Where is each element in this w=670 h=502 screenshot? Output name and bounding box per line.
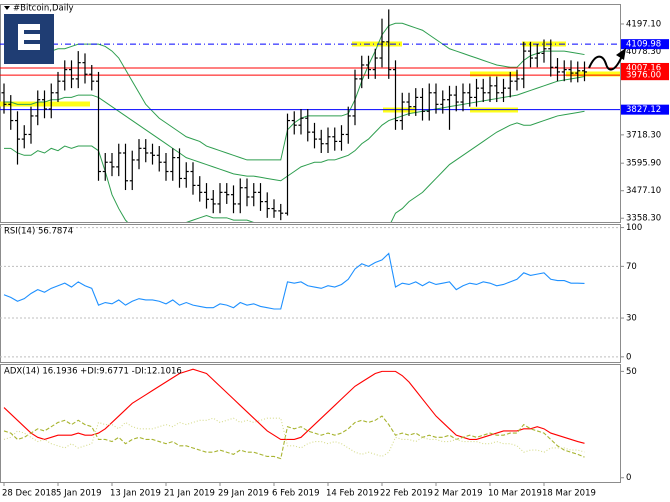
indicator-line bbox=[3, 368, 585, 444]
level-label: 4007.16 bbox=[626, 63, 661, 73]
x-tick-label: 10 Mar 2019 bbox=[488, 489, 542, 499]
level-label: 3827.12 bbox=[626, 105, 661, 115]
x-tick-label: 28 Dec 2018 bbox=[2, 489, 56, 499]
x-tick-label: 29 Jan 2019 bbox=[218, 489, 269, 499]
bollinger-band bbox=[4, 110, 585, 222]
level-label-box bbox=[621, 39, 669, 50]
y-tick-label: 0 bbox=[626, 473, 631, 483]
title-icon bbox=[4, 6, 10, 10]
adx-plot bbox=[3, 368, 585, 460]
x-tick-label: 2 Mar 2019 bbox=[434, 489, 482, 499]
arrow-path bbox=[588, 55, 623, 71]
logo-mark bbox=[18, 24, 40, 50]
indicator-line bbox=[3, 417, 585, 458]
x-tick-label: 18 Mar 2019 bbox=[542, 489, 596, 499]
adx-title: ADX(14) 16.1936 +DI:9.6771 -DI:12.1016 bbox=[4, 367, 182, 377]
y-tick-label: 3595.90 bbox=[626, 159, 661, 169]
level-label: 4109.98 bbox=[626, 40, 661, 50]
forecast-arrow bbox=[588, 48, 626, 71]
axes: 4197.10 4078.30 3718.30 3595.90 3477.10 3358.… bbox=[2, 19, 669, 499]
y-tick-label: 4197.10 bbox=[626, 19, 661, 29]
price-panel-frame bbox=[0, 4, 621, 223]
y-tick-label: 3358.30 bbox=[626, 214, 661, 224]
price-plot bbox=[0, 9, 620, 222]
y-tick-label: 100 bbox=[626, 223, 642, 233]
level-label: 3976.00 bbox=[626, 71, 661, 81]
y-tick-label: 4078.30 bbox=[626, 47, 661, 57]
rsi-title: RSI(14) 56.7874 bbox=[4, 227, 73, 237]
level-label-box bbox=[621, 104, 669, 115]
rsi-panel-frame bbox=[0, 224, 621, 363]
y-tick-label: 0 bbox=[626, 352, 631, 362]
y-tick-label: 50 bbox=[626, 367, 637, 377]
logo bbox=[4, 14, 54, 64]
indicator-line bbox=[3, 415, 585, 460]
x-tick-label: 22 Feb 2019 bbox=[380, 489, 433, 499]
chart-title: #Bitcoin,Daily bbox=[13, 4, 73, 14]
x-tick-label: 6 Feb 2019 bbox=[272, 489, 320, 499]
rsi-plot bbox=[0, 227, 620, 358]
indicator-line bbox=[3, 252, 585, 310]
level-label-box bbox=[621, 70, 669, 81]
x-tick-label: 13 Jan 2019 bbox=[110, 489, 161, 499]
y-tick-label: 70 bbox=[626, 262, 637, 272]
x-tick-label: 21 Jan 2019 bbox=[164, 489, 215, 499]
bollinger-band bbox=[4, 76, 585, 182]
y-tick-label: 30 bbox=[626, 314, 637, 324]
level-label-box bbox=[621, 62, 669, 73]
x-tick-label: 5 Jan 2019 bbox=[56, 489, 102, 499]
arrow-head bbox=[616, 48, 626, 60]
y-tick-label: 3477.10 bbox=[626, 186, 661, 196]
x-tick-label: 14 Feb 2019 bbox=[326, 489, 379, 499]
adx-panel-frame bbox=[0, 364, 621, 483]
y-tick-label: 3718.30 bbox=[626, 130, 661, 140]
